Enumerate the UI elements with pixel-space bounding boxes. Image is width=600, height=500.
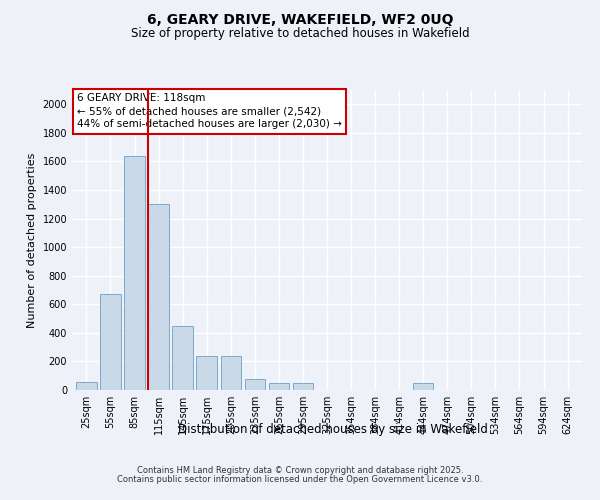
Bar: [196, 356, 217, 390]
Y-axis label: Number of detached properties: Number of detached properties: [27, 152, 37, 328]
Bar: [100, 294, 121, 390]
Bar: [245, 378, 265, 390]
Text: 6 GEARY DRIVE: 118sqm
← 55% of detached houses are smaller (2,542)
44% of semi-d: 6 GEARY DRIVE: 118sqm ← 55% of detached …: [77, 93, 342, 130]
Bar: [76, 382, 97, 390]
Text: Contains public sector information licensed under the Open Government Licence v3: Contains public sector information licen…: [118, 475, 482, 484]
Bar: [172, 326, 193, 390]
Bar: [124, 156, 145, 390]
Text: Distribution of detached houses by size in Wakefield: Distribution of detached houses by size …: [178, 422, 488, 436]
Text: Size of property relative to detached houses in Wakefield: Size of property relative to detached ho…: [131, 28, 469, 40]
Bar: [221, 356, 241, 390]
Text: Contains HM Land Registry data © Crown copyright and database right 2025.: Contains HM Land Registry data © Crown c…: [137, 466, 463, 475]
Bar: [293, 383, 313, 390]
Bar: [269, 383, 289, 390]
Bar: [413, 383, 433, 390]
Bar: [148, 204, 169, 390]
Text: 6, GEARY DRIVE, WAKEFIELD, WF2 0UQ: 6, GEARY DRIVE, WAKEFIELD, WF2 0UQ: [147, 12, 453, 26]
